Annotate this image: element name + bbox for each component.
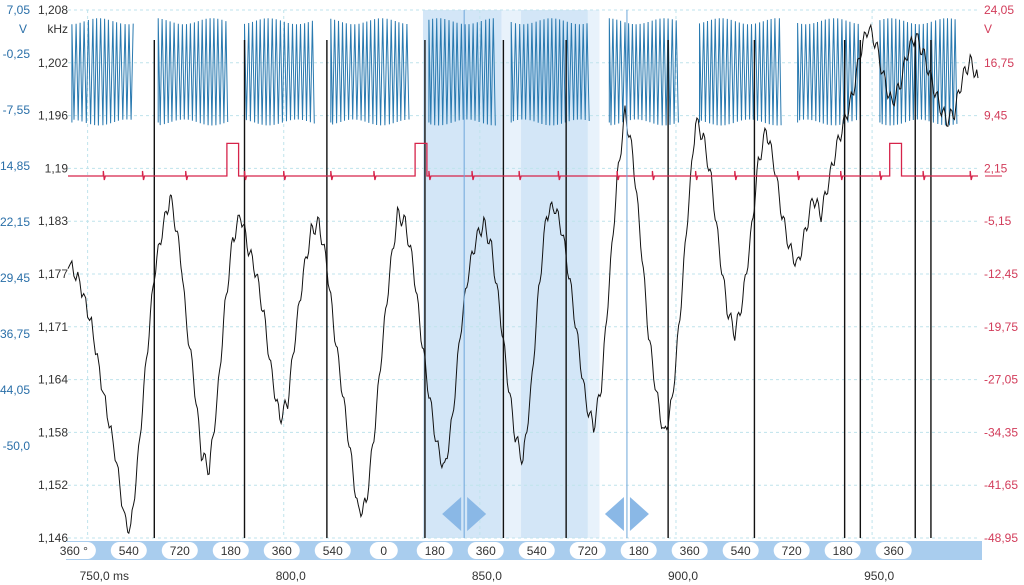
time-tick-label: 900,0	[668, 569, 698, 583]
angle-label: 180	[833, 544, 853, 558]
angle-label: 0	[380, 544, 387, 558]
angle-label-pill	[875, 542, 912, 559]
right-voltage-tick: 24,05	[984, 3, 1014, 17]
angle-label: 360 °	[60, 544, 88, 558]
cursor-right-arrow-icon[interactable]	[629, 497, 649, 531]
angle-label-pill	[671, 542, 708, 559]
left-voltage-tick: 7,05	[7, 3, 31, 17]
right-voltage-tick: -34,35	[984, 425, 1018, 439]
angle-label: 540	[731, 544, 751, 558]
right-voltage-tick: -41,65	[984, 478, 1018, 492]
angle-label-pill	[467, 542, 504, 559]
crank-angle-bar: 360 ° 540 720 180 360 540 0 180 360 540 720 180 360 5…	[51, 541, 982, 560]
left-frequency-tick: 1,19	[45, 161, 69, 175]
right-voltage-tick: -48,95	[984, 531, 1018, 545]
angle-label: 360	[884, 544, 904, 558]
time-tick-label: 800,0	[276, 569, 306, 583]
left-voltage-tick: -14,85	[0, 159, 30, 173]
left-voltage-tick: -7,55	[3, 103, 31, 117]
left-frequency-tick: 1,196	[38, 109, 68, 123]
left-frequency-tick: 1,164	[38, 373, 68, 387]
angle-label: 360	[272, 544, 292, 558]
series-black-trace	[67, 23, 979, 538]
left-frequency-tick: 1,183	[38, 214, 68, 228]
series-red-trace	[68, 142, 1002, 181]
right-voltage-tick: 16,75	[984, 56, 1014, 70]
left-frequency-tick: 1,171	[38, 320, 68, 334]
left-voltage-tick: -0,25	[3, 47, 31, 61]
angle-label: 180	[425, 544, 445, 558]
angle-label-pill	[314, 542, 351, 559]
angle-label-pill	[51, 542, 96, 559]
angle-label-pill	[620, 542, 657, 559]
cursor-left-arrow-icon[interactable]	[442, 497, 462, 531]
time-tick-label: 950,0	[864, 569, 894, 583]
left-frequency-tick: 1,146	[38, 531, 68, 545]
angle-label-pill	[263, 542, 300, 559]
time-tick-label: 750,0 ms	[80, 569, 129, 583]
left-axis: 7,05 -0,25 -7,55 -14,85 -22,15 -29,45 -36,75 -4…	[0, 3, 68, 545]
angle-label-pill	[569, 542, 606, 559]
angle-label: 360	[680, 544, 700, 558]
angle-label-pill	[369, 542, 398, 559]
right-axis: 24,05 16,75 9,45 2,15 -5,15 -12,45 -19,75 -27,0…	[984, 3, 1018, 545]
angle-label-pill	[722, 542, 759, 559]
angle-label: 180	[221, 544, 241, 558]
left-voltage-tick: -36,75	[0, 327, 30, 341]
red-trace	[68, 142, 978, 181]
right-voltage-tick: -27,05	[984, 373, 1018, 387]
angle-label-pill	[824, 542, 861, 559]
time-axis: 750,0 ms 800,0 850,0 900,0 950,0	[80, 569, 895, 583]
cursor-lines[interactable]	[442, 10, 649, 538]
left-voltage-tick: -29,45	[0, 271, 30, 285]
left-voltage-tick: -22,15	[0, 215, 30, 229]
series-blue-oscillation	[71, 18, 958, 126]
angle-label-pill	[416, 542, 453, 559]
angle-label: 180	[629, 544, 649, 558]
left-voltage-unit: V	[19, 22, 27, 36]
left-frequency-tick: 1,158	[38, 425, 68, 439]
right-voltage-tick: 9,45	[984, 109, 1008, 123]
left-frequency-tick: 1,202	[38, 56, 68, 70]
left-voltage-tick: -50,0	[3, 439, 31, 453]
angle-label-pill	[110, 542, 147, 559]
left-frequency-tick: 1,152	[38, 478, 68, 492]
blue-trace	[71, 18, 958, 126]
angle-label: 360	[476, 544, 496, 558]
left-frequency-tick: 1,208	[38, 3, 68, 17]
left-frequency-unit: kHz	[47, 22, 68, 36]
angle-label: 720	[782, 544, 802, 558]
angle-label: 540	[119, 544, 139, 558]
left-voltage-tick: -44,05	[0, 383, 30, 397]
cursor-right-arrow-icon[interactable]	[467, 497, 487, 531]
angle-label: 720	[170, 544, 190, 558]
time-tick-label: 850,0	[472, 569, 502, 583]
cursor-left-arrow-icon[interactable]	[604, 497, 624, 531]
angle-label-pill	[773, 542, 810, 559]
angle-label-pill	[161, 542, 198, 559]
right-voltage-tick: -5,15	[984, 214, 1012, 228]
right-voltage-tick: -12,45	[984, 267, 1018, 281]
angle-label-pill	[212, 542, 249, 559]
angle-label: 540	[527, 544, 547, 558]
black-trace	[67, 23, 979, 535]
angle-label-pill	[518, 542, 555, 559]
right-voltage-unit: V	[984, 22, 992, 36]
right-voltage-tick: -19,75	[984, 320, 1018, 334]
angle-label: 720	[578, 544, 598, 558]
left-frequency-tick: 1,177	[38, 267, 68, 281]
angle-label: 540	[323, 544, 343, 558]
right-voltage-tick: 2,15	[984, 161, 1008, 175]
